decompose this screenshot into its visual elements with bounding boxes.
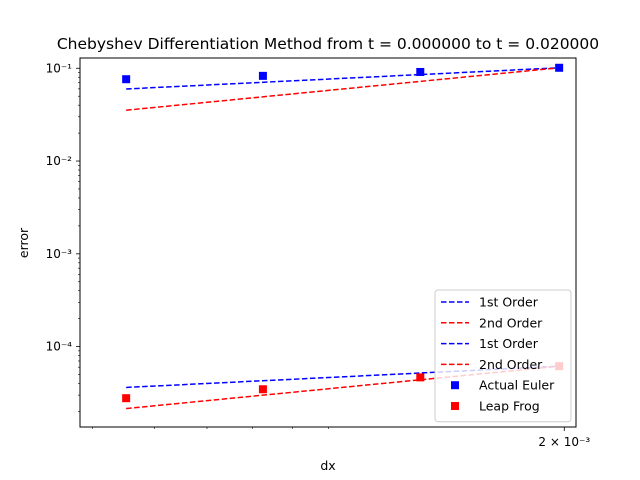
legend-label: 2nd Order [479,357,543,372]
y-tick-label: 10⁻³ [46,247,73,261]
legend-item: Leap Frog [451,399,540,414]
legend-item: 2nd Order [441,315,543,330]
y-tick-label: 10⁻² [46,154,73,168]
y-tick-label: 10⁻¹ [46,61,73,75]
legend-label: 1st Order [479,336,539,351]
series-actual-euler [122,63,564,84]
y-tick-label: 10⁻⁴ [46,340,73,354]
data-point [258,71,267,80]
series-2nd-order [126,67,560,111]
legend-label: Leap Frog [479,399,540,414]
legend-label: 1st Order [479,295,539,310]
legend-label: 2nd Order [479,315,543,330]
data-point [416,373,425,382]
legend-label: Actual Euler [479,378,555,393]
legend-item: 1st Order [441,295,539,310]
series-1st-order [126,67,560,90]
series-line [126,67,560,90]
y-axis-label: error [16,227,31,258]
data-point [122,75,131,84]
series-line [126,67,560,111]
data-point [416,67,425,76]
legend-swatch [451,381,459,390]
legend-item: Actual Euler [451,378,555,393]
data-point [122,394,131,403]
plot-area [79,57,577,428]
chart-title: Chebyshev Differentiation Method from t … [57,35,599,53]
data-point [258,385,267,394]
legend-swatch [451,402,459,410]
data-point [555,63,564,72]
x-tick-label: 2 × 10⁻³ [538,435,590,449]
legend-item: 2nd Order [441,357,543,372]
x-axis-label: dx [320,458,335,473]
axis-ticks: 10⁻¹ 10⁻² 10⁻³ 10⁻⁴ 2 × 10⁻³ [46,61,591,449]
legend-item: 1st Order [441,336,539,351]
legend: 1st Order 2nd Order 1st Order 2nd Order Actu… [434,289,572,423]
